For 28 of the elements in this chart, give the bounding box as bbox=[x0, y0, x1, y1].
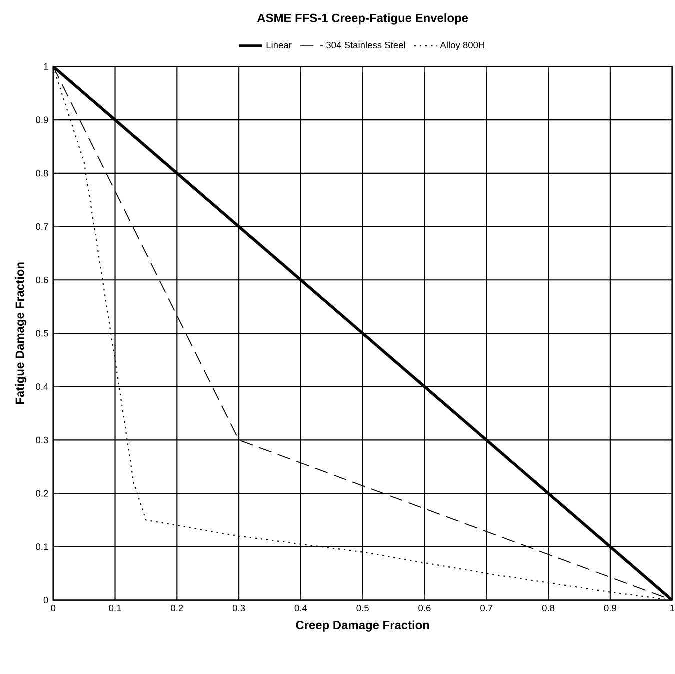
y-tick-label: 0.8 bbox=[36, 170, 48, 177]
x-tick-label: 0.8 bbox=[542, 605, 555, 612]
y-tick-label: 0.9 bbox=[36, 116, 48, 124]
legend-label: 304 Stainless Steel bbox=[326, 42, 406, 49]
x-axis-title: Creep Damage Fraction bbox=[296, 620, 430, 632]
x-tick-label: 0 bbox=[51, 605, 56, 612]
x-tick-label: 0.7 bbox=[480, 605, 493, 612]
x-tick-label: 0.6 bbox=[418, 605, 431, 612]
y-tick-label: 0.1 bbox=[36, 544, 48, 550]
x-tick-label: 0.4 bbox=[294, 605, 308, 612]
y-tick-label: 0.3 bbox=[36, 437, 48, 444]
x-tick-label: 0.3 bbox=[232, 605, 246, 612]
y-tick-label: 1 bbox=[44, 64, 48, 70]
y-tick-label: 0.6 bbox=[36, 277, 48, 284]
y-tick-label: 0.2 bbox=[36, 490, 48, 498]
legend-label: Alloy 800H bbox=[440, 42, 484, 51]
x-tick-label: 1 bbox=[670, 605, 674, 612]
x-tick-label: 0.5 bbox=[356, 605, 369, 612]
y-tick-label: 0.7 bbox=[36, 224, 48, 230]
x-tick-label: 0.1 bbox=[109, 605, 122, 612]
y-tick-label: 0.5 bbox=[36, 330, 48, 337]
x-tick-label: 0.9 bbox=[604, 605, 616, 612]
chart-title: ASME FFS-1 Creep-Fatigue Envelope bbox=[257, 14, 468, 25]
x-tick-label: 0.2 bbox=[171, 605, 184, 612]
y-tick-label: 0 bbox=[44, 597, 48, 604]
legend-label: Linear bbox=[266, 42, 292, 49]
y-axis-title: Fatigue Damage Fraction bbox=[15, 262, 27, 404]
y-tick-label: 0.4 bbox=[36, 384, 48, 390]
